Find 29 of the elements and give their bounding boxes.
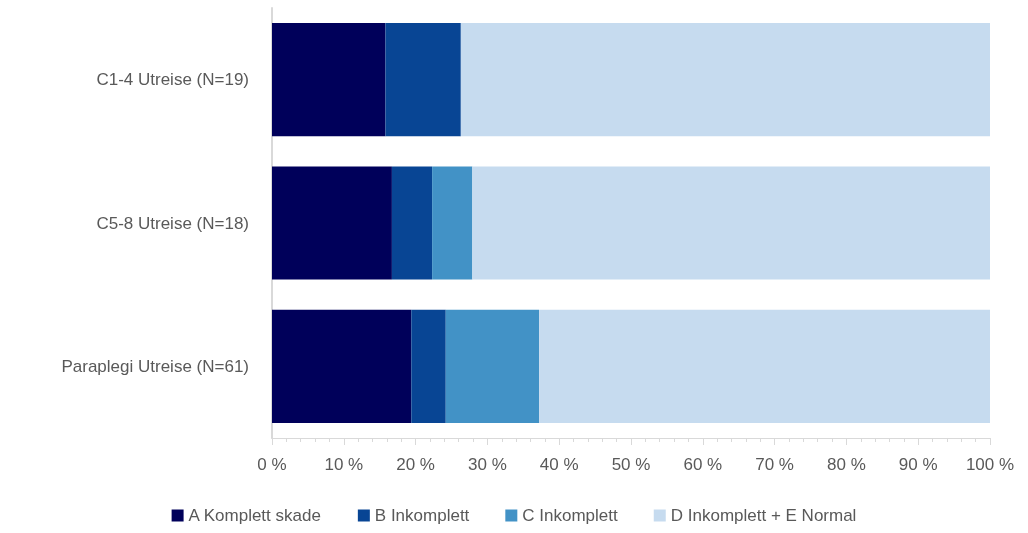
legend-label: D Inkomplett + E Normal [670,506,857,525]
x-tick-label: 10 % [324,455,364,474]
bar [411,309,446,423]
bar [445,309,540,423]
y-tick-label: C5-8 Utreise (N=18) [96,213,249,233]
bar [432,166,473,280]
bar [539,309,990,423]
x-tick-label: 20 % [396,455,435,474]
x-tick-label: 80 % [827,455,866,474]
bar [272,166,392,280]
legend-label: B Inkomplett [374,506,470,525]
x-tick-label: 40 % [539,455,579,474]
bar [272,309,412,423]
x-tick-label: 30 % [468,455,507,474]
y-tick-label: C1-4 Utreise (N=19) [96,70,249,90]
bar [391,166,433,280]
legend-label: A Komplett skade [188,506,321,525]
x-tick-label: 100 % [965,455,1015,474]
x-tick-label: 90 % [898,455,938,474]
bar [272,23,386,137]
y-tick-label: Paraplegi Utreise (N=61) [61,356,249,376]
bar [460,23,990,137]
bar [385,23,461,137]
x-tick-label: 70 % [755,455,794,474]
legend-label: C Inkomplett [522,506,619,525]
x-tick-label: 50 % [611,455,651,474]
x-tick-label: 0 % [257,455,287,474]
bar [472,166,990,280]
x-tick-label: 60 % [683,455,723,474]
